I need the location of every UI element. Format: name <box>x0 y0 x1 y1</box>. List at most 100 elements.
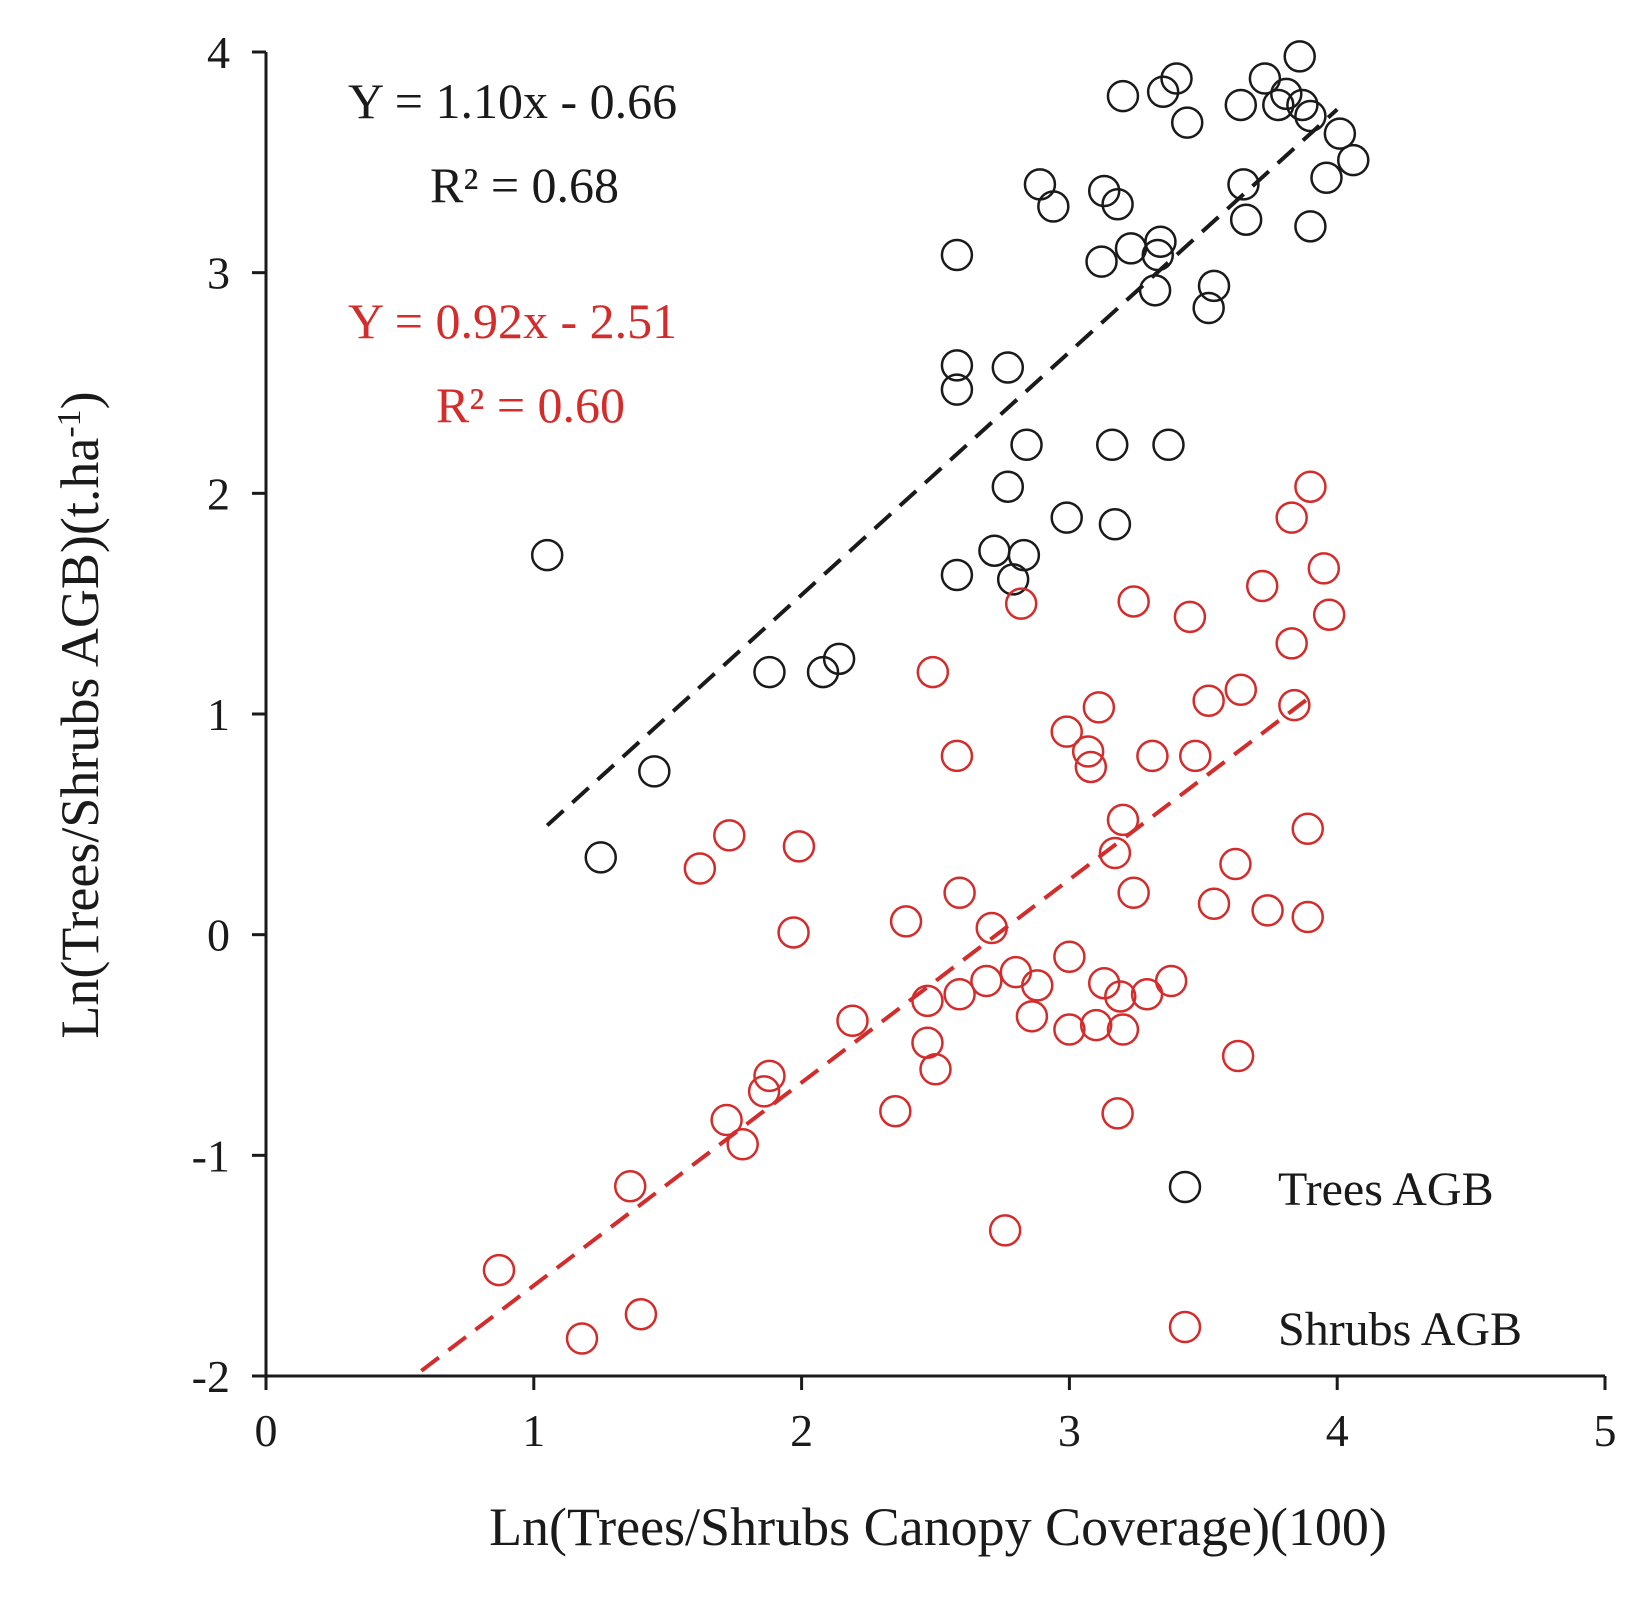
trees-agb-point <box>1283 40 1316 73</box>
shrubs-equation: Y = 0.92x - 2.51 <box>348 293 677 349</box>
trees-agb-point <box>940 238 974 272</box>
shrubs-agb-point <box>1179 739 1212 773</box>
shrubs-agb-point <box>1251 894 1284 927</box>
trees-r2: R² = 0.68 <box>430 157 619 213</box>
trees-agb-point <box>1085 245 1118 278</box>
trees-agb-point <box>1323 117 1357 150</box>
shrubs-agb-point <box>1307 552 1341 585</box>
shrubs-agb-point <box>1245 569 1279 603</box>
shrubs-agb-point <box>1106 803 1140 837</box>
trees-agb-point <box>991 351 1025 384</box>
shrubs-agb-point <box>916 655 950 689</box>
y-tick-label: 1 <box>207 689 230 740</box>
shrubs-agb-point <box>940 739 974 773</box>
trees-agb-point <box>1138 274 1172 307</box>
trees-agb-point <box>940 558 974 592</box>
shrubs-agb-point <box>1021 969 1054 1002</box>
shrubs-agb-point <box>782 830 816 863</box>
trees-agb-point <box>1337 143 1370 177</box>
trees-agb-point <box>1294 210 1327 243</box>
shrubs-agb-point <box>1291 900 1324 934</box>
shrubs-agb-point <box>713 819 746 852</box>
shrubs-agb-point <box>624 1297 658 1331</box>
trees-agb-point <box>1310 161 1343 195</box>
trees-agb-point <box>1144 225 1177 259</box>
trees-agb-point <box>1114 232 1148 265</box>
y-tick-label: 4 <box>207 27 230 78</box>
trees-equation: Y = 1.10x - 0.66 <box>348 73 677 129</box>
y-tick-label: -1 <box>192 1130 230 1181</box>
trees-agb-point <box>1007 538 1041 572</box>
shrubs-agb-fit-line <box>420 695 1312 1373</box>
trees-agb-point <box>1101 188 1134 221</box>
axes: 0 1 2 3 4 5 -2 -1 0 1 2 3 4 <box>192 27 1617 1456</box>
legend-label-trees: Trees AGB <box>1278 1163 1494 1216</box>
trees-agb-point <box>1037 190 1070 223</box>
shrubs-agb-point <box>1104 980 1137 1013</box>
shrubs-agb-point <box>943 977 976 1011</box>
trees-agb-point <box>1170 106 1204 139</box>
trees-agb-point <box>1197 269 1231 303</box>
shrubs-agb-point <box>1192 684 1225 718</box>
trees-agb-point <box>1227 168 1260 201</box>
trees-agb-point <box>940 349 974 382</box>
x-tick-label: 0 <box>255 1405 278 1456</box>
trees-agb-point <box>1087 174 1121 208</box>
shrubs-agb-point <box>1004 587 1038 620</box>
trees-agb-point <box>584 841 617 874</box>
trees-agb-point <box>1098 507 1132 541</box>
shrubs-agb-point <box>1050 715 1083 748</box>
shrubs-agb-point <box>1071 735 1105 768</box>
trees-agb-point <box>1141 238 1175 272</box>
shrubs-agb-point <box>710 1103 743 1137</box>
x-axis-title: Ln(Trees/Shrubs Canopy Coverage)(100) <box>489 1497 1387 1557</box>
y-axis-title-sup: -1 <box>51 409 88 437</box>
shrubs-agb-point <box>1082 691 1116 724</box>
shrubs-agb-point <box>1275 501 1308 534</box>
trees-agb-point <box>1192 291 1225 325</box>
legend: Trees AGB Shrubs AGB <box>1168 1163 1522 1356</box>
shrubs-agb-point <box>1275 627 1308 660</box>
shrubs-agb-point <box>970 964 1003 998</box>
shrubs-agb-point <box>1278 688 1311 722</box>
shrubs-agb-point <box>988 1214 1022 1247</box>
shrubs-agb-point <box>1117 585 1150 618</box>
shrubs-agb-point <box>1136 739 1169 773</box>
shrubs-agb-point <box>1294 470 1327 503</box>
shrubs-agb-point <box>726 1128 759 1161</box>
x-tick-label: 1 <box>522 1405 545 1456</box>
trees-agb-point <box>991 470 1025 503</box>
trees-agb-point <box>978 534 1011 567</box>
shrubs-agb-point <box>613 1169 647 1203</box>
trees-agb-point <box>753 655 786 689</box>
trees-agb-point <box>1146 75 1180 108</box>
shrubs-agb-point <box>999 955 1033 989</box>
shrubs-agb-point <box>683 852 717 885</box>
y-tick-label: 2 <box>207 468 230 519</box>
shrubs-agb-point <box>1117 876 1150 909</box>
x-tick-label: 2 <box>790 1405 813 1456</box>
y-tick-label: 3 <box>207 248 230 299</box>
legend-marker-shrubs <box>1168 1310 1202 1344</box>
shrubs-agb-point <box>911 984 944 1018</box>
trees-agb-point <box>1229 203 1263 236</box>
shrubs-agb-point <box>1053 940 1086 973</box>
trees-agb-point <box>1050 501 1083 534</box>
trees-agb-fit-line <box>545 107 1339 827</box>
shrubs-agb-point <box>1015 1000 1049 1033</box>
shrubs-agb-point <box>889 905 923 938</box>
shrubs-agb-point <box>1053 1013 1086 1046</box>
y-tick-label: -2 <box>192 1351 230 1402</box>
data-points <box>482 40 1370 1355</box>
annotations: Y = 1.10x - 0.66 R² = 0.68 Y = 0.92x - 2… <box>348 73 677 433</box>
trees-agb-point <box>1248 62 1282 95</box>
shrubs-agb-point <box>565 1322 599 1355</box>
shrubs-agb-point <box>1154 964 1188 998</box>
trees-agb-point <box>1294 99 1327 133</box>
trees-agb-point <box>1023 168 1057 201</box>
shrubs-agb-point <box>1098 836 1132 870</box>
trees-agb-point <box>822 642 856 676</box>
y-axis-title-main: Ln(Trees/Shrubs AGB)(t.ha <box>50 438 110 1039</box>
trees-agb-point <box>1224 88 1258 122</box>
